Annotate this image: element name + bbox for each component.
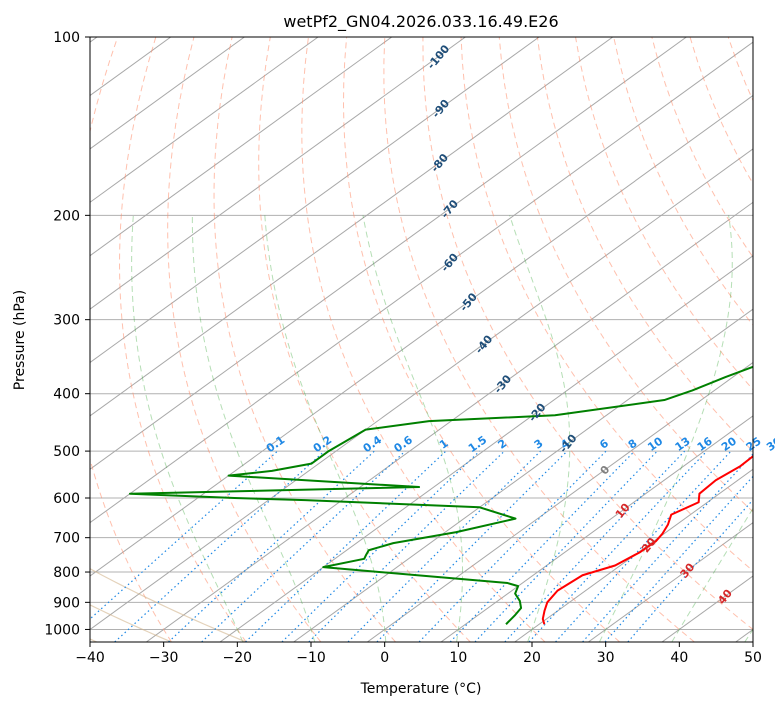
isotherm-line: [90, 37, 614, 417]
y-tick-label: 300: [53, 313, 80, 329]
mixing-ratio-line: [504, 450, 686, 642]
y-tick-label: 1000: [44, 622, 80, 638]
mixing-ratio-line: [418, 450, 607, 642]
x-tick-label: 0: [380, 650, 389, 666]
isotherm-line: [514, 468, 753, 642]
dry-adiabat: [119, 37, 247, 642]
x-tick-label: 50: [744, 650, 762, 666]
mixing-ratio-line: [582, 453, 753, 642]
mixing-ratio-line: [627, 498, 753, 642]
isotherm-line: [90, 37, 245, 150]
isotherm-line: [367, 361, 753, 642]
dry-adiabat: [90, 37, 172, 642]
isotherm-line: [90, 37, 319, 203]
y-tick-label: 600: [53, 491, 80, 507]
mixing-ratio-line: [281, 450, 481, 642]
x-axis-label: Temperature (°C): [360, 681, 482, 697]
mixing-ratio-line: [555, 450, 732, 642]
dry-adiabat: [342, 37, 621, 642]
isotherm-line: [219, 255, 753, 642]
plot-frame: [89, 36, 754, 643]
temperature-profile: [541, 455, 753, 625]
dry-adiabat: [422, 37, 753, 631]
mixing-ratio-line: [90, 450, 278, 620]
moist-adiabat: [509, 215, 571, 642]
dry-adiabat: [167, 37, 322, 642]
mixing-ratio-line: [449, 450, 636, 642]
y-tick-label: 500: [53, 444, 80, 460]
mixing-ratio-line: [376, 450, 568, 642]
y-tick-label: 100: [53, 30, 80, 46]
isotherm-line: [90, 37, 466, 310]
mixing-ratio-line: [474, 450, 658, 642]
x-tick-label: 30: [597, 650, 615, 666]
isotherm-line: [90, 41, 753, 524]
x-tick-label: −10: [296, 650, 326, 666]
y-tick-label: 700: [53, 531, 80, 547]
y-tick-label: 200: [53, 208, 80, 224]
dry-adiabat: [536, 37, 753, 453]
chart-title: wetPf2_GN04.2026.033.16.49.E26: [283, 12, 558, 32]
isotherm-line: [90, 94, 753, 577]
mixing-ratio-line: [168, 450, 375, 642]
isotherm-line: [588, 522, 753, 642]
moist-adiabat: [264, 215, 387, 642]
x-tick-label: 40: [670, 650, 688, 666]
isotherm-line: [90, 37, 540, 364]
moist-adiabat: [131, 215, 244, 642]
y-tick-label: 800: [53, 565, 80, 581]
mixing-ratio-line: [528, 450, 708, 642]
mixing-ratio-label: 30: [764, 434, 775, 454]
dry-adiabat: [383, 37, 695, 642]
isotherm-line: [146, 201, 753, 642]
x-tick-label: 10: [449, 650, 467, 666]
x-tick-label: −20: [223, 650, 253, 666]
y-axis-label: Pressure (hPa): [12, 290, 28, 390]
isotherm-line: [90, 148, 753, 631]
y-tick-label: 900: [53, 595, 80, 611]
dry-adiabat: [575, 37, 753, 391]
isotherm-line: [90, 37, 393, 257]
x-tick-label: −30: [149, 650, 179, 666]
isotherm-line: [440, 415, 753, 642]
dry-adiabat: [213, 37, 396, 642]
x-tick-label: 20: [523, 650, 541, 666]
x-tick-label: −40: [75, 650, 105, 666]
isotherm-line: [90, 37, 687, 470]
moist-adiabat-curve: [90, 568, 247, 642]
mixing-ratio-line: [201, 450, 406, 642]
dewpoint-profile: [128, 365, 753, 625]
y-tick-label: 400: [53, 387, 80, 403]
moist-adiabat: [598, 215, 733, 642]
mixing-ratio-line: [604, 475, 753, 642]
mixing-ratio-line: [245, 450, 447, 642]
moist-adiabat: [362, 215, 464, 642]
moist-adiabat: [671, 507, 753, 642]
